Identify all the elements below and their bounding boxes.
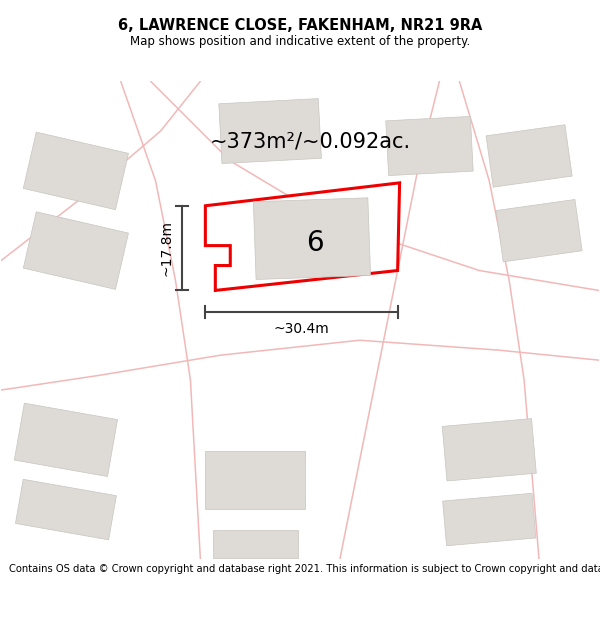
Polygon shape — [213, 531, 298, 558]
Polygon shape — [219, 99, 322, 164]
Polygon shape — [386, 116, 473, 176]
Polygon shape — [253, 198, 371, 279]
Polygon shape — [442, 419, 536, 481]
Text: ~373m²/~0.092ac.: ~373m²/~0.092ac. — [209, 131, 410, 151]
Polygon shape — [23, 132, 128, 210]
Polygon shape — [14, 403, 118, 476]
Text: ~17.8m: ~17.8m — [160, 220, 173, 276]
Text: 6: 6 — [306, 229, 324, 257]
Polygon shape — [23, 212, 128, 289]
Text: 6, LAWRENCE CLOSE, FAKENHAM, NR21 9RA: 6, LAWRENCE CLOSE, FAKENHAM, NR21 9RA — [118, 18, 482, 32]
Text: ~30.4m: ~30.4m — [274, 322, 329, 336]
Polygon shape — [496, 199, 582, 262]
Polygon shape — [486, 125, 572, 187]
Text: Map shows position and indicative extent of the property.: Map shows position and indicative extent… — [130, 35, 470, 48]
Polygon shape — [205, 451, 305, 509]
Polygon shape — [443, 493, 536, 546]
Text: Contains OS data © Crown copyright and database right 2021. This information is : Contains OS data © Crown copyright and d… — [9, 564, 600, 574]
Polygon shape — [16, 479, 116, 540]
Polygon shape — [205, 183, 400, 291]
